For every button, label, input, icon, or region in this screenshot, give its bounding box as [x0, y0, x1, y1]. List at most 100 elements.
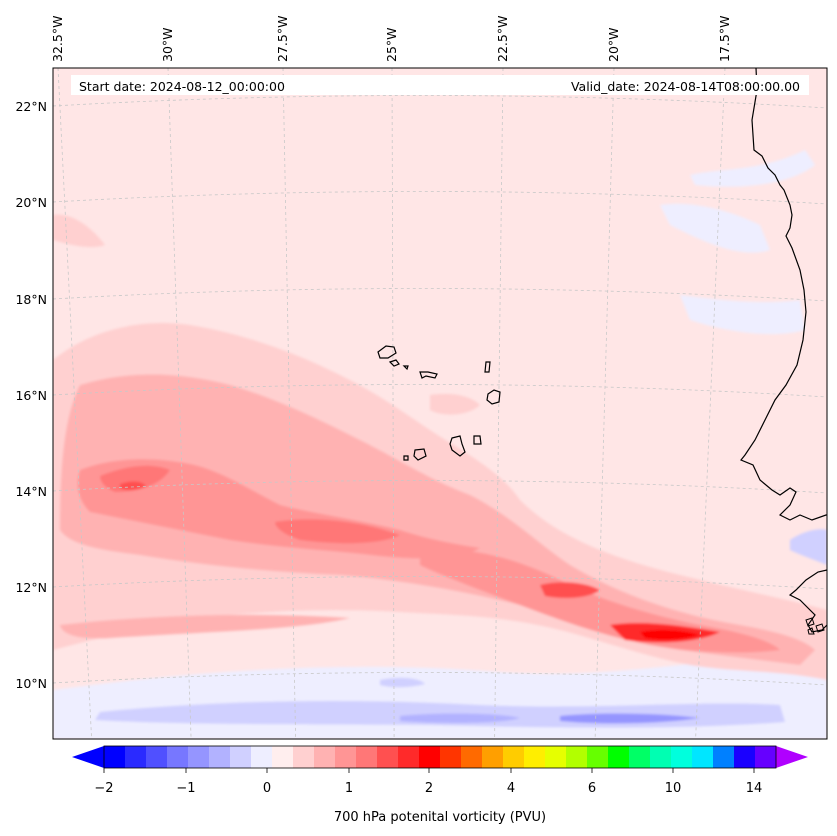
contour-negative-northeast: [660, 203, 770, 253]
map-panel: Start date: 2024-08-12_00:00:00 Valid_da…: [53, 68, 827, 739]
colorbar-segment: [104, 746, 126, 768]
parallel-line: [53, 576, 827, 590]
colorbar-segment: [356, 746, 378, 768]
colorbar-segment: [398, 746, 420, 768]
meridian-line: [167, 68, 192, 739]
colorbar-segment: [629, 746, 651, 768]
lat-tick-label: 10°N: [15, 676, 47, 691]
lon-tick-label: 17.5°W: [717, 16, 732, 62]
contour-positive-core-small: [120, 481, 146, 491]
lat-tick-label: 14°N: [15, 484, 47, 499]
start-date-label: Start date: 2024-08-12_00:00:00: [79, 79, 285, 94]
colorbar-title: 700 hPa potenital vorticity (PVU): [334, 810, 546, 825]
colorbar-segment: [272, 746, 294, 768]
lat-tick-label: 22°N: [15, 99, 47, 114]
colorbar-segment: [482, 746, 504, 768]
bissagos-island: [815, 623, 825, 633]
parallel-line: [53, 191, 827, 205]
meridian-line: [282, 68, 296, 739]
colorbar-tick-label: 2: [425, 781, 433, 796]
meridian-line: [391, 68, 395, 739]
lon-tick-labels: 32.5°W 30°W 27.5°W 25°W 22.5°W 20°W 17.5°W: [50, 16, 732, 62]
contour-negative-blob: [380, 677, 425, 688]
contour-negative-north: [690, 150, 815, 187]
colorbar-segment: [440, 746, 462, 768]
colorbar-segment: [587, 746, 609, 768]
colorbar-ticks: −2 −1 0 1 2 4 6 10 14: [94, 768, 762, 796]
colorbar-segment: [671, 746, 693, 768]
colorbar-tick-label: 10: [665, 781, 682, 796]
colorbar-segment: [566, 746, 588, 768]
pv-contours: [53, 150, 827, 739]
contour-positive-core-east-1: [540, 582, 600, 598]
contour-positive-max: [640, 629, 700, 640]
parallel-line: [53, 384, 827, 398]
colorbar-segment: [167, 746, 189, 768]
graticule-lines: [53, 68, 827, 739]
colorbar-segment: [314, 746, 336, 768]
colorbar-segment: [755, 746, 777, 768]
colorbar-under-arrow: [72, 746, 104, 768]
colorbar-tick-label: 6: [588, 781, 596, 796]
colorbar-segment: [335, 746, 357, 768]
parallel-line: [53, 288, 827, 302]
island-santiago: [449, 435, 466, 457]
island-santa-luzia: [402, 365, 409, 371]
contour-positive-core-west: [100, 465, 170, 492]
island-sao-nicolau: [419, 371, 438, 379]
contour-negative-core: [400, 713, 520, 723]
meridian-line: [494, 68, 504, 739]
lat-tick-label: 20°N: [15, 195, 47, 210]
lon-tick-label: 32.5°W: [50, 16, 65, 62]
colorbar-segment: [650, 746, 672, 768]
contour-positive-northwest: [53, 214, 105, 248]
colorbar-segment: [503, 746, 525, 768]
lon-tick-label: 25°W: [384, 27, 399, 62]
lon-tick-label: 27.5°W: [275, 16, 290, 62]
colorbar-segments: [104, 746, 777, 768]
island-brava: [403, 455, 409, 461]
contour-positive-mid: [60, 374, 815, 665]
colorbar-segment: [545, 746, 567, 768]
island-santo-antao: [377, 345, 397, 359]
lon-tick-label: 30°W: [160, 27, 175, 62]
colorbar-segment: [251, 746, 273, 768]
colorbar-segment: [209, 746, 231, 768]
colorbar-tick-label: 4: [507, 781, 515, 796]
contour-negative-core-east: [560, 713, 700, 724]
parallel-line: [53, 672, 827, 686]
map-frame: [52, 67, 828, 740]
colorbar-segment: [419, 746, 441, 768]
contour-positive-islands: [430, 393, 480, 415]
colorbar-segment: [713, 746, 735, 768]
colorbar: −2 −1 0 1 2 4 6 10 14 700 hPa potenital vorticit…: [72, 745, 808, 825]
contour-positive-bottom-strip: [60, 614, 350, 639]
meridian-line: [594, 68, 615, 739]
bissagos-islands: [805, 617, 825, 635]
island-fogo: [413, 448, 427, 461]
colorbar-segment: [461, 746, 483, 768]
lat-tick-label: 12°N: [15, 580, 47, 595]
colorbar-tick-label: −2: [94, 781, 113, 796]
colorbar-segment: [692, 746, 714, 768]
parallel-line: [53, 480, 827, 494]
contour-negative-east-coast: [790, 529, 827, 565]
valid-date-label: Valid_date: 2024-08-14T08:00:00.00: [571, 79, 800, 94]
colorbar-tick-label: 1: [345, 781, 353, 796]
contour-negative-coast: [680, 295, 805, 335]
cape-verde-islands: [377, 345, 501, 461]
contour-positive-core-band: [275, 519, 400, 544]
meridian-line: [57, 68, 92, 739]
colorbar-segment: [125, 746, 147, 768]
colorbar-segment: [524, 746, 546, 768]
colorbar-tick-label: 0: [263, 781, 271, 796]
island-maio: [473, 435, 482, 445]
colorbar-tick-label: 14: [746, 781, 763, 796]
meridian-line: [695, 68, 726, 739]
parallel-line: [53, 95, 827, 109]
colorbar-segment: [188, 746, 210, 768]
bissagos-island: [805, 617, 815, 627]
contour-positive-strong-east: [420, 549, 780, 653]
lon-tick-label: 22.5°W: [495, 16, 510, 62]
